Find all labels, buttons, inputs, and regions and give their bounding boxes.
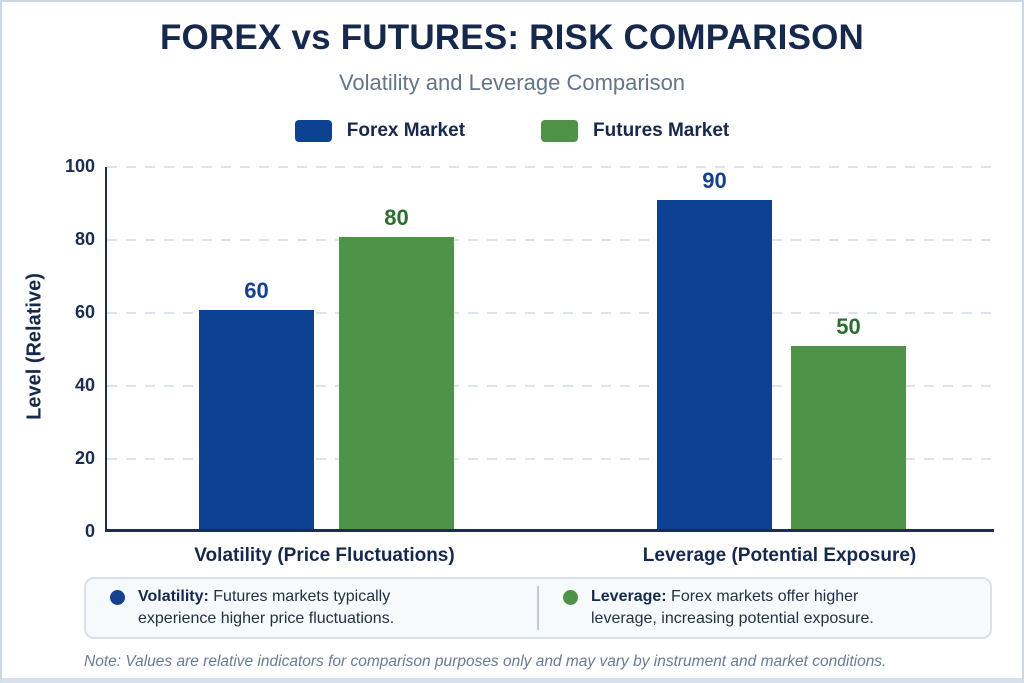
note-volatility: Volatility: Futures markets typically ex…	[86, 578, 537, 638]
y-tick-60: 60	[74, 302, 95, 322]
gridline-100	[107, 166, 994, 168]
notes-divider	[537, 586, 539, 630]
category-label-1: Leverage (Potential Exposure)	[642, 545, 917, 566]
bar-chart: Level (Relative) 60 80 90 50 0 20 40 60 80 100 V…	[2, 156, 1022, 587]
bar-value-label: 80	[384, 205, 409, 230]
green-dot-icon	[563, 590, 578, 605]
y-tick-80: 80	[74, 229, 95, 249]
note-leverage: Leverage: Forex markets offer higher lev…	[539, 578, 990, 638]
bar-value-label: 90	[702, 168, 727, 193]
bar-futures-0: 80	[339, 205, 454, 529]
legend-item-futures: Futures Market	[541, 120, 729, 142]
chart-title: FOREX vs FUTURES: RISK COMPARISON	[159, 18, 865, 57]
bar-value-label: 50	[836, 314, 861, 339]
footnote: Note: Values are relative indicators for…	[84, 653, 887, 670]
category-label-0: Volatility (Price Fluctuations)	[194, 545, 455, 566]
y-tick-0: 0	[84, 521, 95, 541]
note-volatility-text: Volatility: Futures markets typically ex…	[138, 588, 395, 627]
notes-box: Volatility: Futures markets typically ex…	[84, 577, 992, 639]
note-leverage-text: Leverage: Forex markets offer higher lev…	[591, 588, 874, 627]
legend-item-forex: Forex Market	[294, 120, 466, 142]
y-tick-40: 40	[74, 375, 95, 395]
blue-dot-icon	[110, 590, 125, 605]
plot-area: 60 80 90 50	[105, 166, 994, 532]
y-tick-20: 20	[74, 448, 95, 468]
y-tick-100: 100	[64, 156, 95, 176]
legend-label-futures: Futures Market	[593, 120, 730, 141]
gridline-60	[107, 312, 994, 314]
chart-subtitle: Volatility and Leverage Comparison	[338, 70, 686, 95]
legend: Forex Market Futures Market	[2, 120, 1022, 142]
futures-swatch-icon	[541, 120, 579, 142]
legend-label-forex: Forex Market	[346, 120, 466, 141]
gridline-40	[107, 385, 994, 387]
bar-forex-1: 90	[657, 168, 772, 529]
gridline-20	[107, 458, 994, 460]
y-axis-label: Level (Relative)	[23, 273, 46, 420]
bar-forex-0: 60	[199, 278, 314, 529]
bar-value-label: 60	[244, 278, 269, 303]
gridline-80	[107, 239, 994, 241]
forex-swatch-icon	[294, 120, 332, 142]
bar-futures-1: 50	[791, 314, 906, 529]
